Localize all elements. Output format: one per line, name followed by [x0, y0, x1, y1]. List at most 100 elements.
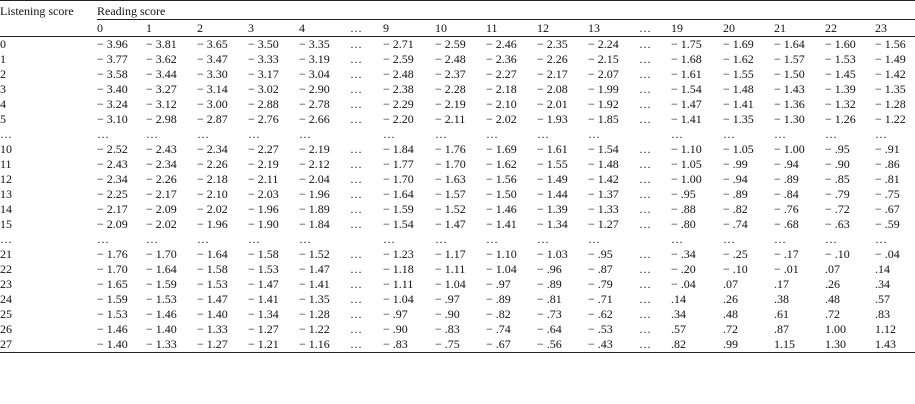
- score-cell: − 1.44: [537, 187, 568, 201]
- reading-score-header: Reading score: [97, 3, 915, 20]
- score-cell: − .81: [537, 292, 562, 306]
- ellipsis-cell: …: [299, 127, 311, 141]
- ellipsis-cell: …: [537, 232, 549, 246]
- score-cell: − 1.23: [383, 247, 414, 261]
- score-cell: 1.12: [875, 322, 896, 336]
- score-cell: .72: [825, 307, 840, 321]
- ellipsis-cell: …: [639, 142, 651, 156]
- score-cell: − 2.88: [248, 97, 279, 111]
- score-cell: − 2.18: [197, 172, 228, 186]
- score-cell: − .43: [588, 337, 639, 353]
- listening-score-label: 5: [0, 112, 6, 126]
- score-cell: − .73: [537, 307, 562, 321]
- score-cell: .38: [774, 292, 789, 306]
- table-row: 0 − 3.96 − 3.81 − 3.65 − 3.50 − 3.35 … − 2.71 − …: [0, 37, 915, 53]
- ellipsis-cell: …: [350, 307, 362, 321]
- ellipsis-cell: …: [350, 187, 362, 201]
- score-cell: − .75: [435, 337, 486, 353]
- score-cell: − 3.96: [97, 37, 128, 51]
- score-cell: − 1.04: [383, 292, 414, 306]
- score-cell: .72: [723, 322, 738, 336]
- ellipsis-cell: …: [723, 232, 735, 246]
- score-cell: − 2.87: [197, 112, 228, 126]
- score-cell: − 2.11: [435, 112, 466, 126]
- score-cell: − 1.47: [299, 262, 330, 276]
- score-cell: .07: [723, 277, 738, 291]
- listening-score-label: 25: [0, 307, 12, 321]
- score-cell: − 1.89: [299, 202, 330, 216]
- reading-columns-row: 0 1 2 3 4… 9 10 11 12 13… 19 20 21 22 23: [0, 19, 915, 37]
- score-cell: − 1.41: [723, 97, 754, 111]
- score-cell: − 3.40: [97, 82, 128, 96]
- ellipsis-cell: …: [875, 232, 887, 246]
- score-cell: − 1.05: [723, 142, 754, 156]
- ellipsis-cell: …: [588, 232, 600, 246]
- ellipsis-cell: …: [639, 187, 651, 201]
- listening-score-label: 3: [0, 82, 6, 96]
- ellipsis-cell: …: [248, 232, 260, 246]
- score-cell: − 1.57: [435, 187, 466, 201]
- score-cell: − .75: [875, 187, 900, 201]
- ellipsis-cell: …: [350, 217, 362, 231]
- score-cell: − 1.47: [248, 277, 279, 291]
- ellipsis-cell: …: [671, 127, 683, 141]
- table-row: 14 − 2.17 − 2.09 − 2.02 − 1.96 − 1.89 … − 1.59 −…: [0, 202, 915, 217]
- ellipsis-cell: …: [537, 127, 549, 141]
- score-cell: − .72: [825, 202, 850, 216]
- score-cell: − .89: [486, 292, 511, 306]
- score-table: Listening score Reading score 0 1 2 3 4… 9 10 1…: [0, 3, 915, 353]
- reading-col-header: 21: [774, 19, 825, 37]
- ellipsis-cell: …: [350, 202, 362, 216]
- score-cell: − 1.90: [248, 217, 279, 231]
- score-cell: − .82: [486, 307, 511, 321]
- score-cell: − .94: [723, 172, 748, 186]
- ellipsis-cell: …: [639, 292, 651, 306]
- score-cell: − 1.69: [486, 142, 517, 156]
- score-cell: − 2.07: [588, 67, 619, 81]
- ellipsis-cell: …: [486, 127, 498, 141]
- ellipsis-cell: …: [639, 277, 651, 291]
- score-cell: − .87: [588, 262, 613, 276]
- score-cell: − 1.70: [383, 172, 414, 186]
- ellipsis-cell: …: [671, 232, 683, 246]
- score-cell: − .56: [537, 337, 588, 353]
- score-cell: − 2.19: [299, 142, 330, 156]
- score-cell: − 1.59: [383, 202, 414, 216]
- score-cell: − 1.41: [486, 217, 517, 231]
- score-cell: − 1.27: [248, 322, 279, 336]
- score-cell: − 1.92: [588, 97, 619, 111]
- score-cell: − 1.40: [97, 337, 146, 353]
- score-cell: − 3.27: [146, 82, 177, 96]
- score-cell: − 1.39: [537, 202, 568, 216]
- score-cell: − 1.00: [774, 142, 805, 156]
- table-row: 4 − 3.24 − 3.12 − 3.00 − 2.88 − 2.78 … − 2.29 − …: [0, 97, 915, 112]
- score-cell: − 1.32: [825, 97, 856, 111]
- ellipsis-cell: …: [197, 127, 209, 141]
- listening-score-label: 4: [0, 97, 6, 111]
- reading-col-header: 4: [299, 19, 350, 37]
- ellipsis-cell: …: [350, 172, 362, 186]
- score-cell: − 3.19: [299, 52, 330, 66]
- score-cell: − 2.02: [486, 112, 517, 126]
- column-ellipsis: …: [639, 19, 671, 37]
- score-cell: − .88: [671, 202, 696, 216]
- score-cell: − 2.20: [383, 112, 414, 126]
- reading-col-header: 13: [588, 19, 639, 37]
- score-cell: − 1.47: [435, 217, 466, 231]
- score-cell: − 2.27: [248, 142, 279, 156]
- table-row: 5 − 3.10 − 2.98 − 2.87 − 2.76 − 2.66 … − 2.20 − …: [0, 112, 915, 127]
- score-cell: − 2.17: [97, 202, 128, 216]
- score-cell: [639, 232, 671, 247]
- ellipsis-row: …………………………………………: [0, 232, 915, 247]
- ellipsis-cell: …: [435, 127, 447, 141]
- score-cell: − .17: [774, 247, 799, 261]
- score-cell: − 3.17: [248, 67, 279, 81]
- score-cell: − 1.04: [435, 277, 466, 291]
- score-cell: − 3.58: [97, 67, 128, 81]
- score-cell: − 1.11: [435, 262, 466, 276]
- score-cell: − 2.28: [435, 82, 466, 96]
- ellipsis-cell: …: [639, 37, 651, 51]
- ellipsis-cell: …: [350, 277, 362, 291]
- score-cell: − .91: [875, 142, 900, 156]
- score-cell: − 3.33: [248, 52, 279, 66]
